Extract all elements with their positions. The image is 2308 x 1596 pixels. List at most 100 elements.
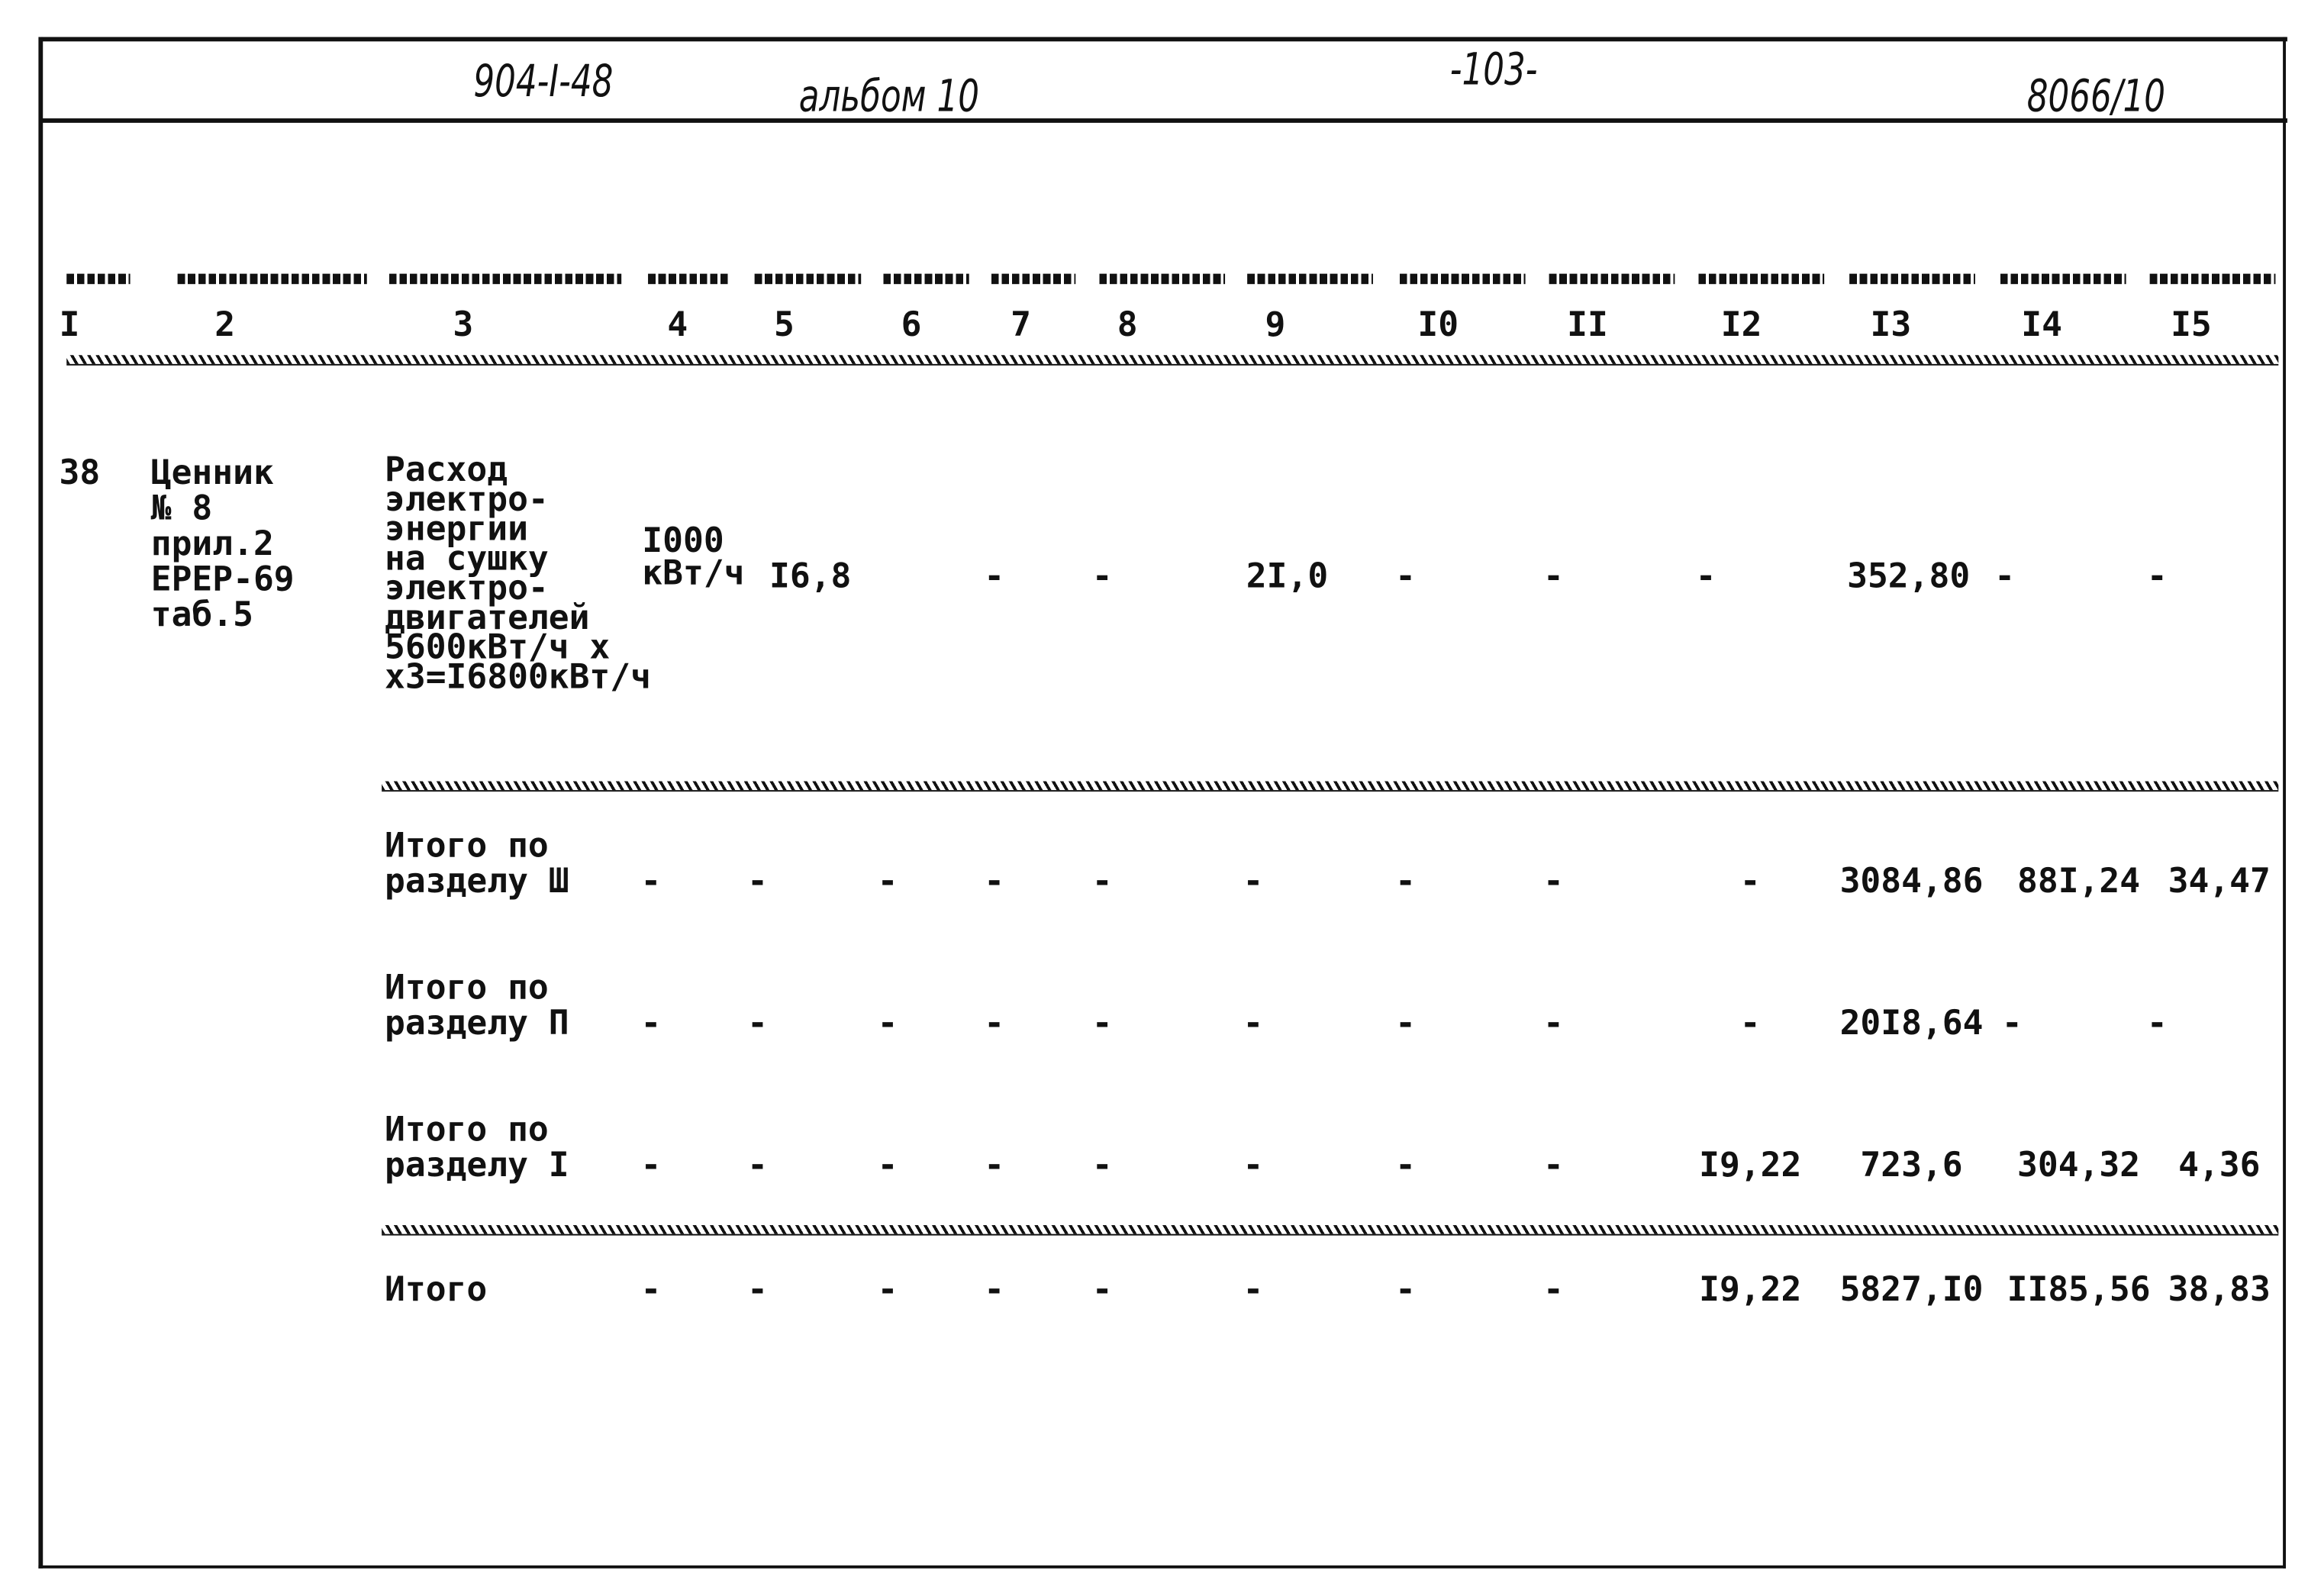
- column-number: I5: [2171, 306, 2212, 345]
- total-value-cell: -: [1739, 862, 1761, 901]
- column-number: 3: [453, 306, 474, 345]
- total-value-cell: -: [1091, 1004, 1113, 1043]
- project-code: 904-I-48: [473, 56, 614, 108]
- column-number: II: [1567, 306, 1608, 345]
- header-wavy-rule: [66, 355, 2279, 366]
- frame-top-line: [41, 37, 2287, 42]
- total-value-cell: -: [1395, 1004, 1417, 1043]
- total-value-cell: 304,32: [2017, 1146, 2141, 1185]
- total-value-cell: -: [877, 1271, 898, 1310]
- dash-segment: [648, 273, 730, 285]
- row-description: Расход электро- энергии на сушку электро…: [385, 451, 651, 698]
- dash-segment: [991, 273, 1076, 285]
- column-number: 8: [1117, 306, 1138, 345]
- column-number: 5: [773, 306, 795, 345]
- total-value-cell: -: [747, 1004, 768, 1043]
- dash-segment: [883, 273, 969, 285]
- total-value-cell: -: [2001, 1004, 2023, 1043]
- header-divider: [41, 118, 2287, 123]
- sheet-reference: 8066/10: [2026, 71, 2165, 123]
- row-value-cell: -: [1994, 557, 2016, 597]
- dash-segment: [1549, 273, 1675, 285]
- dash-segment: [1849, 273, 1975, 285]
- total-value-cell: -: [1243, 1004, 1264, 1043]
- total-value-cell: -: [877, 1146, 898, 1185]
- dash-segment: [1399, 273, 1526, 285]
- total-value-cell: -: [984, 1146, 1005, 1185]
- total-value-cell: -: [1395, 862, 1417, 901]
- column-number: 9: [1265, 306, 1286, 345]
- total-value-cell: I9,22: [1699, 1271, 1802, 1310]
- column-number: I3: [1870, 306, 1912, 345]
- total-label: Итого: [385, 1271, 488, 1310]
- row-unit: I000 кВт/ч: [642, 522, 745, 594]
- total-value-cell: I9,22: [1699, 1146, 1802, 1185]
- dash-segment: [1099, 273, 1226, 285]
- total-value-cell: 723,6: [1860, 1146, 1963, 1185]
- total-label: Итого по разделу Ш: [385, 827, 569, 901]
- total-value-cell: -: [1091, 1146, 1113, 1185]
- row-quantity: I6,8: [769, 557, 852, 597]
- row-basis: Ценник № 8 прил.2 ЕРЕР-69 таб.5: [150, 454, 295, 635]
- total-value-cell: 34,47: [2168, 862, 2271, 901]
- total-value-cell: -: [640, 1146, 662, 1185]
- total-value-cell: -: [1542, 862, 1564, 901]
- column-number: I: [59, 306, 80, 345]
- total-label: Итого по разделу I: [385, 1111, 569, 1185]
- column-number: I4: [2021, 306, 2062, 345]
- frame-left-line: [38, 37, 44, 1569]
- column-number: 2: [214, 306, 236, 345]
- total-value-cell: 88I,24: [2017, 862, 2141, 901]
- total-value-cell: -: [877, 1004, 898, 1043]
- total-value-cell: -: [1243, 1146, 1264, 1185]
- total-value-cell: -: [747, 1146, 768, 1185]
- total-value-cell: -: [1542, 1146, 1564, 1185]
- total-value-cell: II85,56: [2007, 1271, 2151, 1310]
- row-value-cell: 2I,0: [1246, 557, 1329, 597]
- column-number: 7: [1011, 306, 1031, 345]
- total-value-cell: -: [1395, 1146, 1417, 1185]
- row-wavy-rule: [382, 781, 2279, 792]
- dash-segment: [2149, 273, 2276, 285]
- dash-segment: [177, 273, 367, 285]
- total-value-cell: -: [1395, 1271, 1417, 1310]
- frame-right-line: [2283, 37, 2286, 1569]
- total-value-cell: -: [1243, 1271, 1264, 1310]
- row-value-cell: -: [1695, 557, 1716, 597]
- total-value-cell: -: [1243, 862, 1264, 901]
- total-value-cell: -: [877, 862, 898, 901]
- total-value-cell: 4,36: [2178, 1146, 2261, 1185]
- column-number: I2: [1720, 306, 1762, 345]
- dash-segment: [754, 273, 862, 285]
- page-number: -103-: [1449, 44, 1538, 97]
- total-value-cell: 20I8,64: [1839, 1004, 1984, 1043]
- row-value-cell: -: [1395, 557, 1417, 597]
- dash-segment: [2000, 273, 2126, 285]
- column-number: 6: [901, 306, 922, 345]
- total-value-cell: -: [640, 862, 662, 901]
- dash-segment: [388, 273, 622, 285]
- total-value-cell: -: [984, 1004, 1005, 1043]
- column-number: 4: [667, 306, 688, 345]
- total-value-cell: -: [747, 862, 768, 901]
- total-value-cell: -: [984, 862, 1005, 901]
- total-value-cell: -: [640, 1004, 662, 1043]
- row-value-cell: -: [2146, 557, 2168, 597]
- total-value-cell: -: [1091, 862, 1113, 901]
- total-value-cell: -: [2146, 1004, 2168, 1043]
- dash-segment: [66, 273, 131, 285]
- total-value-cell: -: [747, 1271, 768, 1310]
- total-value-cell: -: [640, 1271, 662, 1310]
- album-label: альбом 10: [798, 71, 979, 123]
- total-value-cell: -: [1542, 1271, 1564, 1310]
- row-value-cell: -: [1091, 557, 1113, 597]
- row-number: 38: [59, 454, 101, 493]
- row-value-cell: -: [1542, 557, 1564, 597]
- row-value-cell: -: [984, 557, 1005, 597]
- column-number: I0: [1417, 306, 1459, 345]
- total-value-cell: -: [1091, 1271, 1113, 1310]
- total-value-cell: 5827,I0: [1839, 1271, 1984, 1310]
- total-label: Итого по разделу П: [385, 969, 569, 1043]
- total-value-cell: 38,83: [2168, 1271, 2271, 1310]
